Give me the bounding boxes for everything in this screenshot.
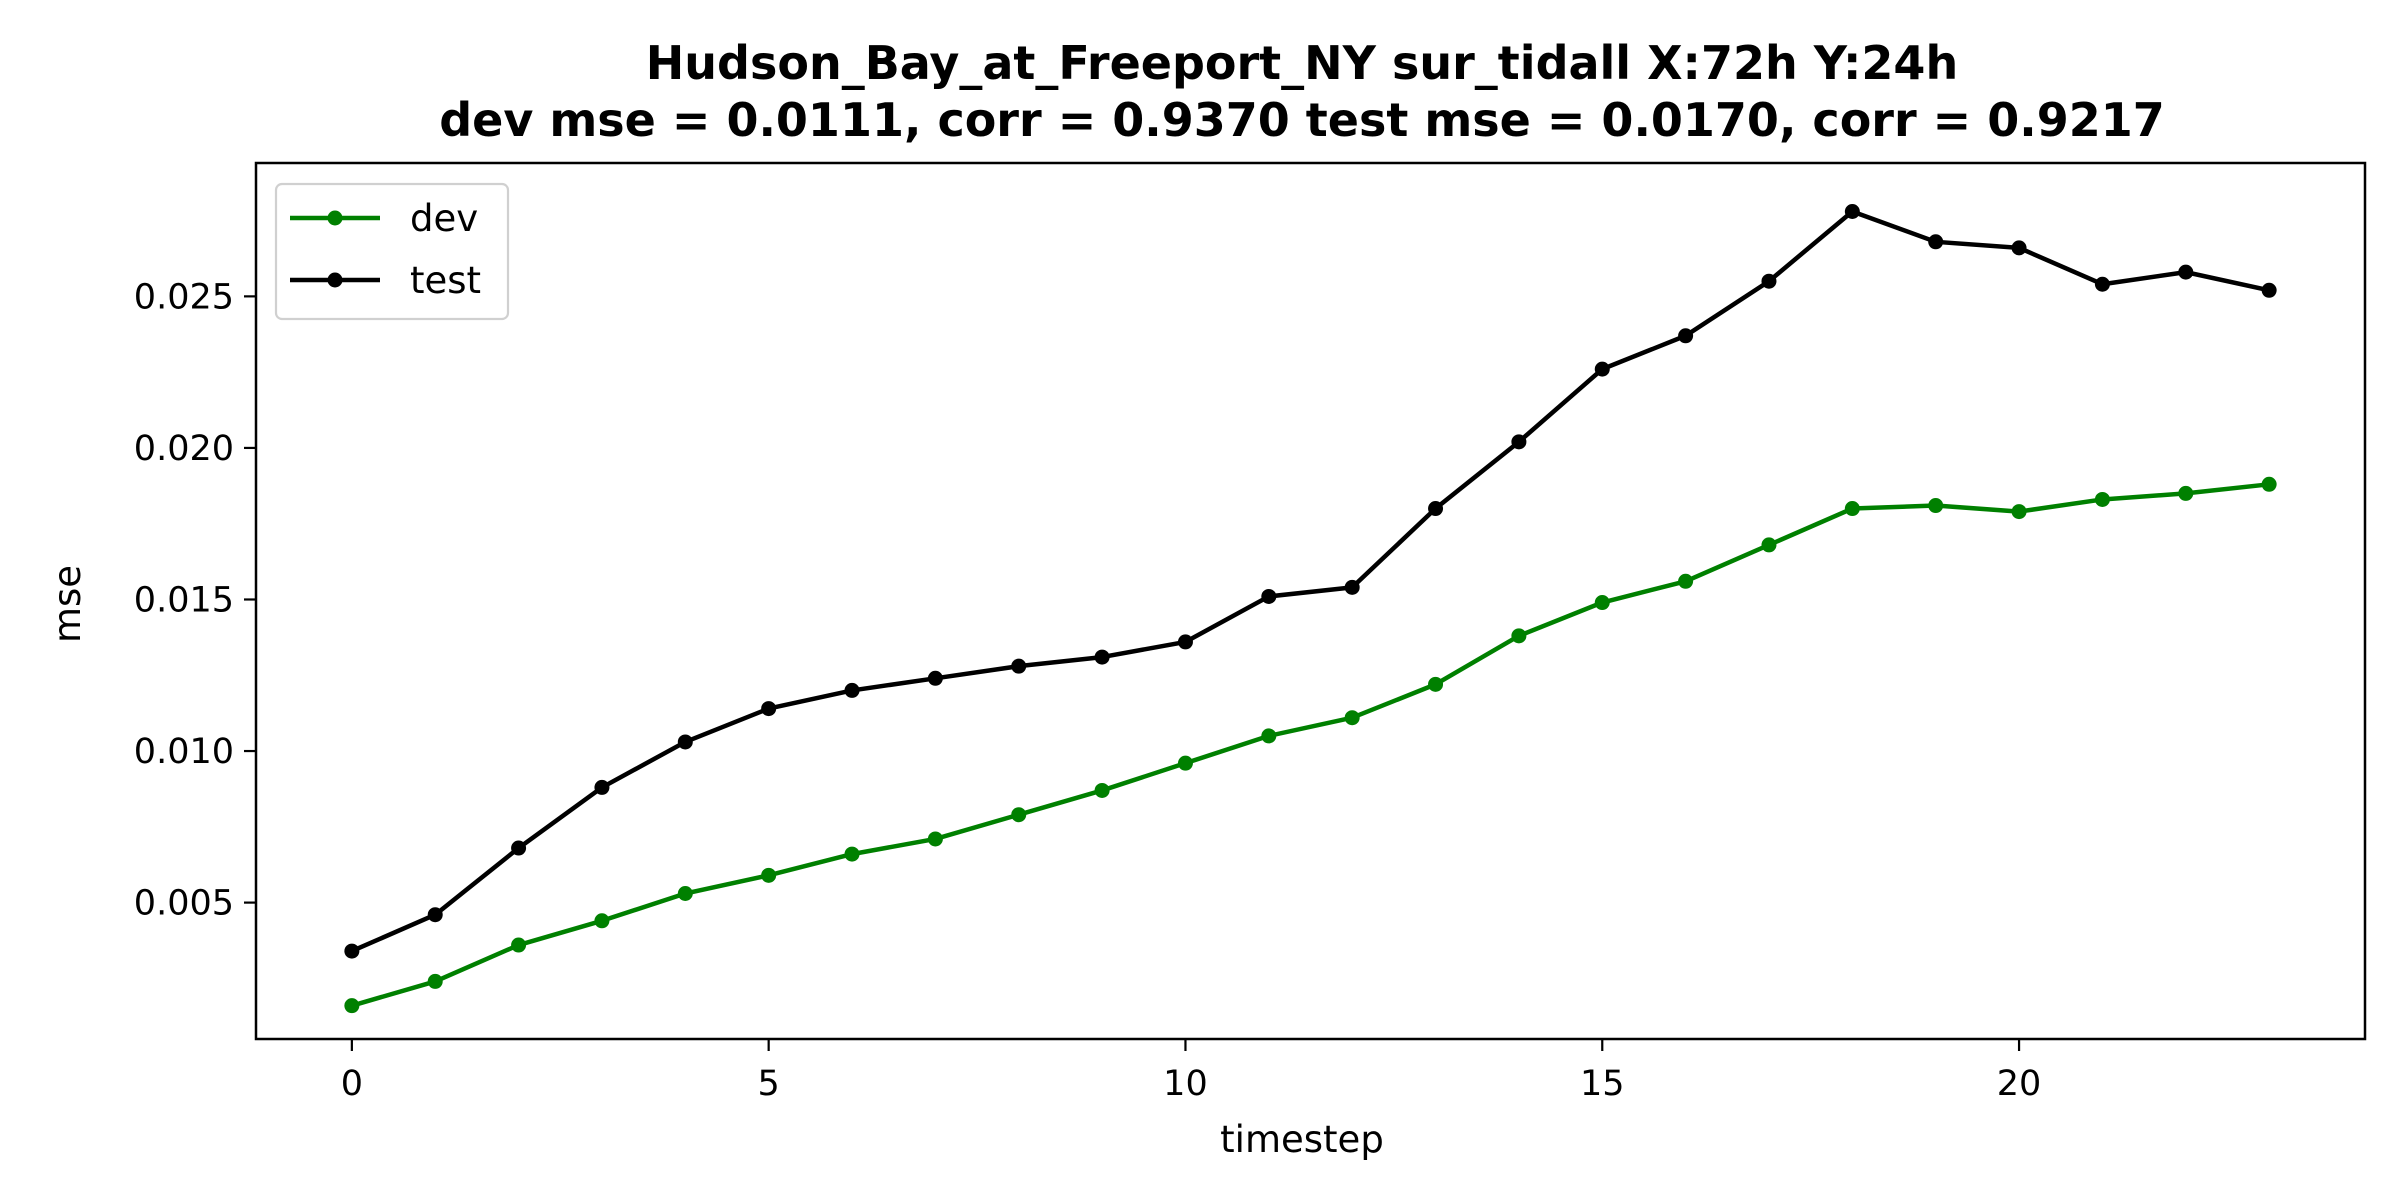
- data-point-dev: [677, 886, 693, 902]
- data-point-test: [511, 840, 527, 856]
- legend-label-dev: dev: [410, 197, 478, 240]
- data-point-dev: [1844, 501, 1860, 517]
- data-point-test: [1094, 649, 1110, 665]
- chart-title-line1: Hudson_Bay_at_Freeport_NY sur_tidall X:7…: [646, 36, 1958, 90]
- x-tick-label: 0: [341, 1064, 363, 1104]
- data-point-dev: [427, 973, 443, 989]
- legend-marker-test: [327, 272, 343, 288]
- data-point-dev: [1511, 628, 1527, 644]
- x-tick-label: 20: [1997, 1064, 2042, 1104]
- series-dev: [344, 476, 2277, 1014]
- plot-area: [254, 161, 2367, 1041]
- plot-frame: [254, 161, 2367, 1041]
- y-tick-label: 0.005: [134, 884, 234, 924]
- data-point-test: [1678, 328, 1694, 344]
- data-point-test: [1344, 579, 1360, 595]
- data-point-test: [677, 734, 693, 750]
- data-point-test: [2178, 264, 2194, 280]
- data-point-test: [1761, 273, 1777, 289]
- data-point-dev: [1011, 807, 1027, 823]
- series-test: [344, 203, 2277, 959]
- data-point-test: [1177, 634, 1193, 650]
- data-point-dev: [511, 937, 527, 953]
- data-point-dev: [927, 831, 943, 847]
- data-point-dev: [844, 846, 860, 862]
- data-point-dev: [1428, 676, 1444, 692]
- data-point-test: [1844, 203, 1860, 219]
- x-tick-label: 15: [1580, 1064, 1625, 1104]
- data-point-test: [844, 682, 860, 698]
- data-point-dev: [1594, 595, 1610, 611]
- data-point-dev: [1928, 498, 1944, 514]
- x-axis: 0 5 10 15 20: [341, 1039, 2042, 1104]
- y-tick-label: 0.010: [134, 732, 234, 772]
- y-axis: 0.005 0.010 0.015 0.020 0.025: [134, 277, 256, 924]
- data-point-dev: [761, 867, 777, 883]
- x-tick-label: 10: [1163, 1064, 1208, 1104]
- data-point-dev: [594, 913, 610, 929]
- series-layer: [344, 203, 2277, 1014]
- data-point-test: [1261, 588, 1277, 604]
- y-tick-label: 0.025: [134, 277, 234, 317]
- legend: dev test: [274, 182, 510, 321]
- data-point-test: [427, 907, 443, 923]
- legend-marker-dev: [327, 210, 343, 226]
- series-line-test: [350, 209, 2270, 954]
- data-point-test: [344, 943, 360, 959]
- data-point-test: [1928, 234, 1944, 250]
- data-point-test: [2094, 276, 2110, 292]
- x-axis-label: timestep: [1220, 1118, 1384, 1161]
- data-point-test: [1428, 501, 1444, 517]
- data-point-dev: [1761, 537, 1777, 553]
- data-point-test: [1011, 658, 1027, 674]
- chart-title-line2: dev mse = 0.0111, corr = 0.9370 test mse…: [439, 93, 2165, 147]
- data-point-test: [1511, 434, 1527, 450]
- y-tick-label: 0.015: [134, 580, 234, 620]
- data-point-test: [927, 670, 943, 686]
- data-point-dev: [2094, 491, 2110, 507]
- data-point-dev: [2261, 476, 2277, 492]
- data-point-test: [594, 779, 610, 795]
- y-axis-label: mse: [46, 565, 89, 643]
- data-point-dev: [344, 998, 360, 1014]
- data-point-dev: [1177, 755, 1193, 771]
- data-point-test: [2011, 240, 2027, 256]
- data-point-test: [2261, 282, 2277, 298]
- data-point-test: [761, 701, 777, 717]
- legend-label-test: test: [410, 259, 481, 302]
- data-point-dev: [1261, 728, 1277, 744]
- data-point-dev: [1344, 710, 1360, 726]
- x-tick-label: 5: [758, 1064, 780, 1104]
- data-point-dev: [1094, 782, 1110, 798]
- data-point-dev: [2178, 485, 2194, 501]
- data-point-dev: [2011, 504, 2027, 520]
- series-line-dev: [351, 482, 2270, 1008]
- y-tick-label: 0.020: [134, 429, 234, 469]
- data-point-test: [1594, 361, 1610, 377]
- data-point-dev: [1678, 573, 1694, 589]
